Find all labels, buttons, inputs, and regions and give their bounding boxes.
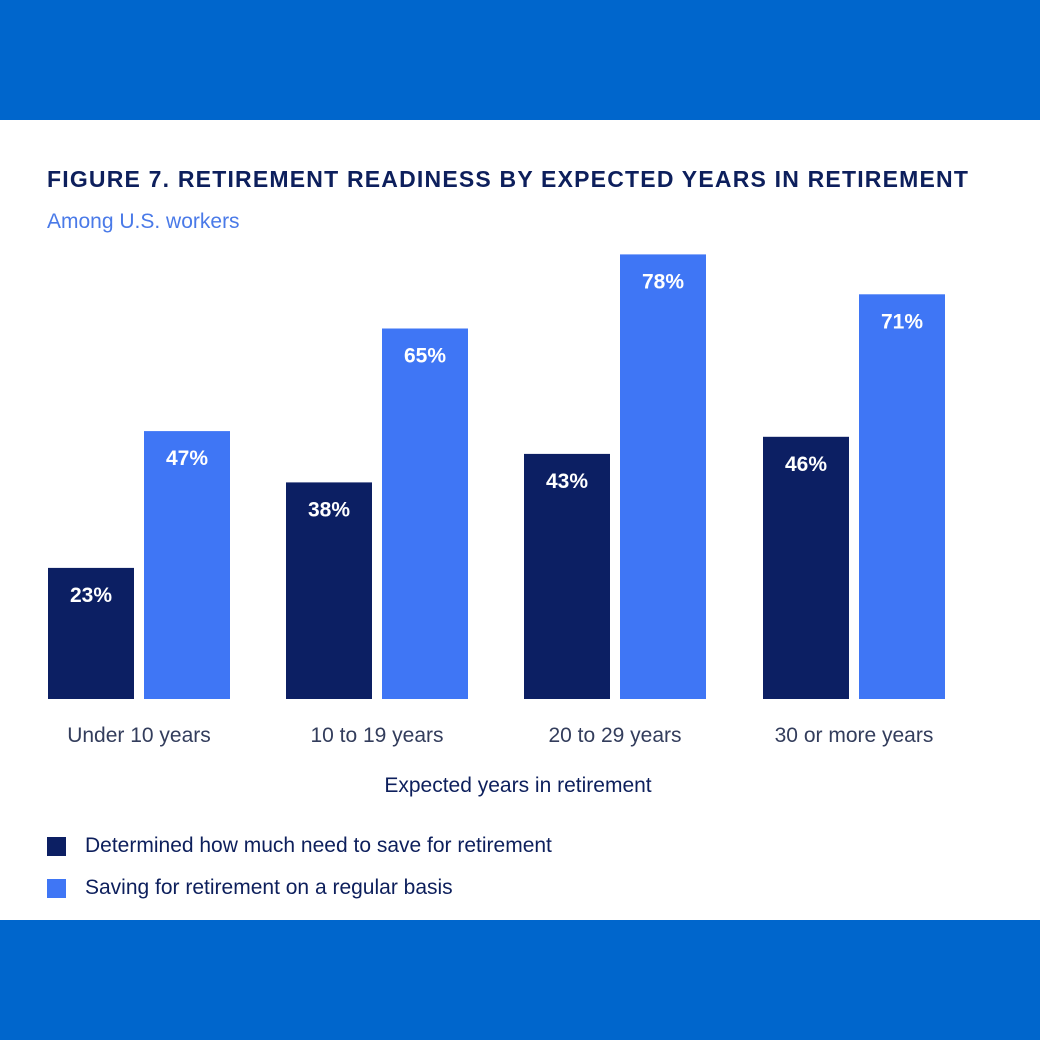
legend-swatch-dark	[47, 836, 66, 856]
x-tick-label-10-to-19-years: 10 to 19 years	[310, 724, 443, 747]
x-tick-label-under-10-years: Under 10 years	[67, 724, 211, 747]
bar-20-to-29-years-series-1	[524, 453, 610, 699]
x-tick-label-30-or-more-years: 30 or more years	[775, 724, 934, 747]
x-tick-label-20-to-29-years: 20 to 29 years	[548, 724, 681, 747]
data-label-20-to-29-years-series-1: 43%	[546, 470, 588, 493]
data-label-10-to-19-years-series-2: 65%	[404, 345, 446, 368]
legend-item-saving: Saving for retirement on a regular basis	[47, 876, 453, 900]
legend-label-saving: Saving for retirement on a regular basis	[85, 876, 453, 899]
bar-20-to-29-years-series-2	[620, 254, 706, 699]
legend-swatch-light	[47, 878, 66, 898]
top-band	[0, 0, 1040, 120]
bar-30-or-more-years-series-2	[859, 294, 945, 699]
data-label-20-to-29-years-series-2: 78%	[642, 270, 684, 293]
bar-under-10-years-series-2	[144, 431, 230, 699]
bar-30-or-more-years-series-1	[763, 436, 849, 699]
legend-label-determined: Determined how much need to save for ret…	[85, 834, 552, 857]
data-label-10-to-19-years-series-1: 38%	[308, 498, 350, 521]
bar-under-10-years-series-1	[48, 567, 134, 699]
data-label-under-10-years-series-1: 23%	[70, 584, 112, 607]
x-axis-label: Expected years in retirement	[384, 774, 651, 797]
chart-subtitle: Among U.S. workers	[47, 210, 240, 233]
bar-chart: 23% 47% Under 10 years 38% 65% 10 to 19 years…	[48, 254, 945, 797]
chart-title: FIGURE 7. RETIREMENT READINESS BY EXPECT…	[47, 166, 970, 192]
data-label-under-10-years-series-2: 47%	[166, 447, 208, 470]
legend-item-determined: Determined how much need to save for ret…	[47, 834, 552, 858]
bar-10-to-19-years-series-1	[286, 482, 372, 699]
bottom-band	[0, 920, 1040, 1040]
data-label-30-or-more-years-series-1: 46%	[785, 453, 827, 476]
data-label-30-or-more-years-series-2: 71%	[881, 310, 923, 333]
bar-10-to-19-years-series-2	[382, 328, 468, 699]
